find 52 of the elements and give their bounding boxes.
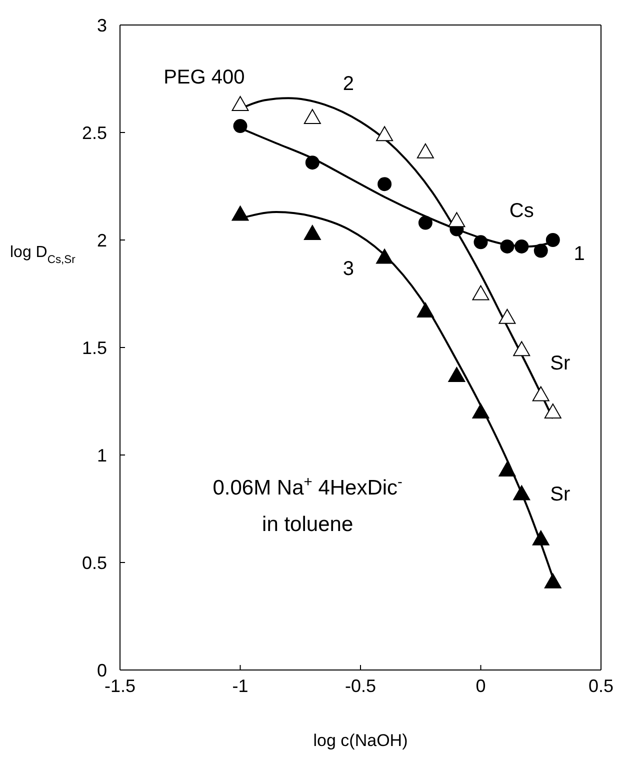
point [376,248,394,264]
point [416,302,434,318]
point [513,341,530,356]
point [232,96,249,112]
point [378,177,392,192]
point [514,239,529,254]
point [305,156,320,170]
annotation: 1 [574,242,585,265]
point [472,285,490,300]
annotation: in toluene [262,513,354,536]
point [532,386,550,402]
point [233,119,248,134]
point [500,239,514,254]
point [498,462,516,477]
x-tick-label: 0.5 [588,676,614,696]
annotation: Sr [550,484,570,506]
annotation: PEG 400 [164,66,245,89]
y-tick-label: 2 [96,230,107,250]
x-tick-label: 0 [476,676,486,696]
point [304,108,321,124]
point [513,485,530,500]
y-tick-label: 1 [96,445,107,466]
y-tick-label: 2.5 [82,122,107,143]
point [232,206,249,221]
y-tick-label: 0 [96,660,107,680]
annotation: 3 [342,258,354,280]
point [472,404,490,418]
x-tick-label: -0.5 [344,676,376,696]
y-tick-label: 1.5 [82,338,107,358]
point [304,225,321,240]
point [418,216,432,230]
y-axis-title: log D$_{Cs,Sr}$ [10,244,76,266]
point [544,404,562,418]
x-tick-label: -1 [232,676,248,696]
y-tick-label: 3 [96,15,107,36]
point [376,126,394,142]
x-axis-title: log c(NaOH) [313,731,408,750]
annotation: 0.06M Na$^{+}$ 4HexDic$^{-}$ [212,474,403,500]
point [546,233,560,247]
point [416,143,434,158]
point [532,530,550,546]
point [448,366,466,382]
point [448,212,466,228]
point [474,235,488,250]
point [498,308,516,324]
point [534,244,548,258]
annotation: Sr [550,352,570,375]
annotation: Cs [509,200,534,222]
annotation: 2 [342,73,354,96]
x-tick-label: -1.5 [104,676,136,696]
point [544,573,562,588]
y-tick-label: 0.5 [82,552,107,573]
